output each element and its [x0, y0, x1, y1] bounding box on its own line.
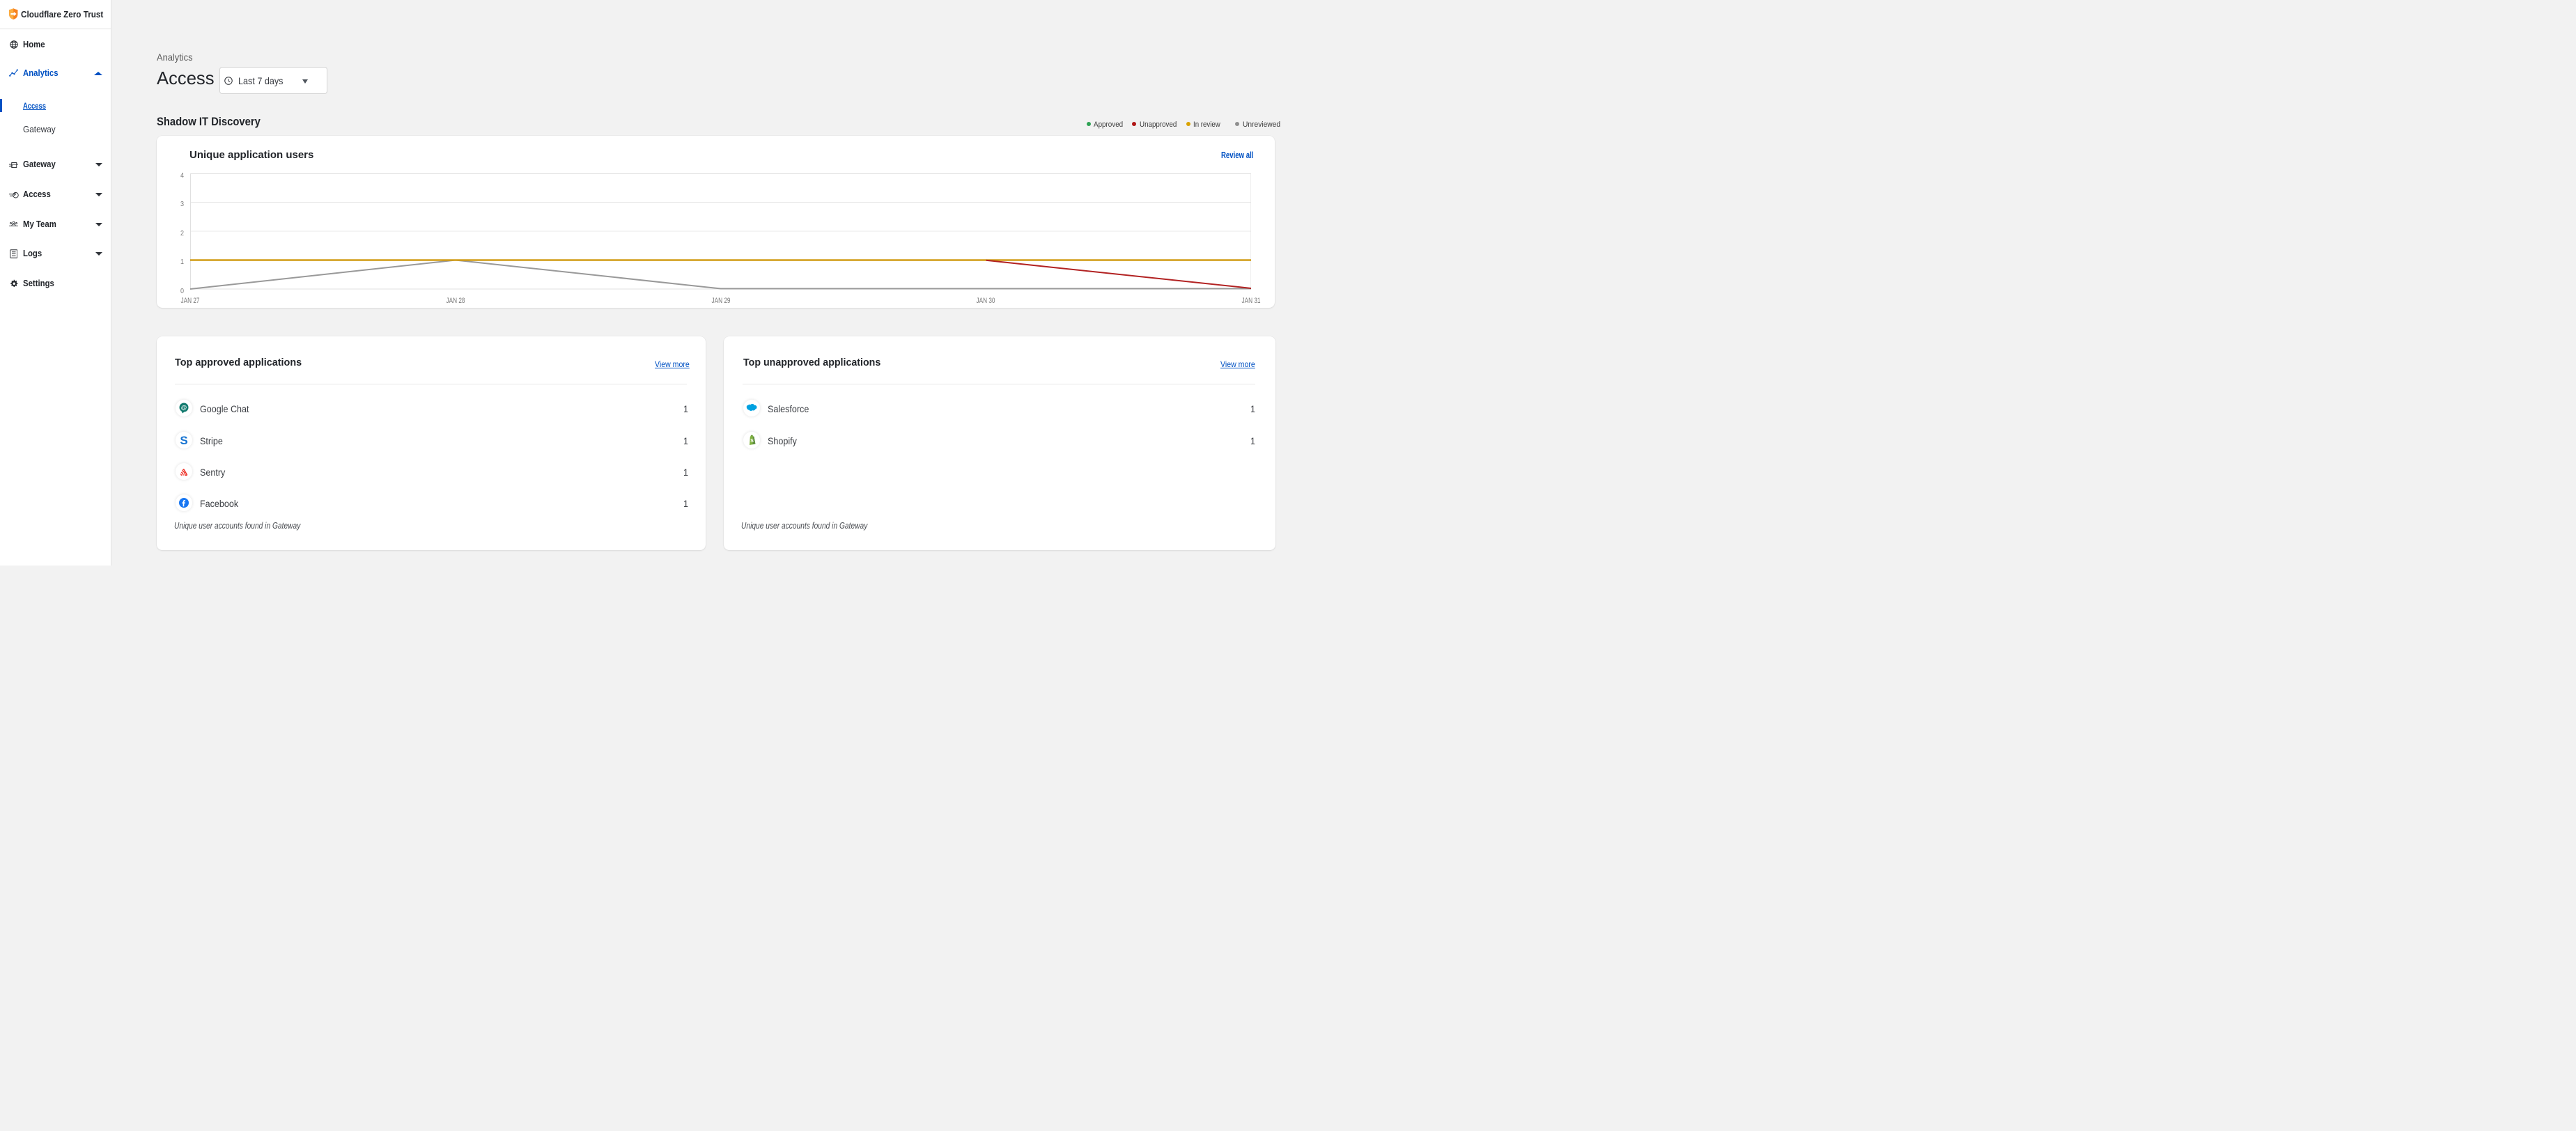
svg-text:S: S — [750, 439, 754, 444]
svg-text:S: S — [180, 434, 187, 446]
svg-text:@: @ — [180, 404, 186, 411]
